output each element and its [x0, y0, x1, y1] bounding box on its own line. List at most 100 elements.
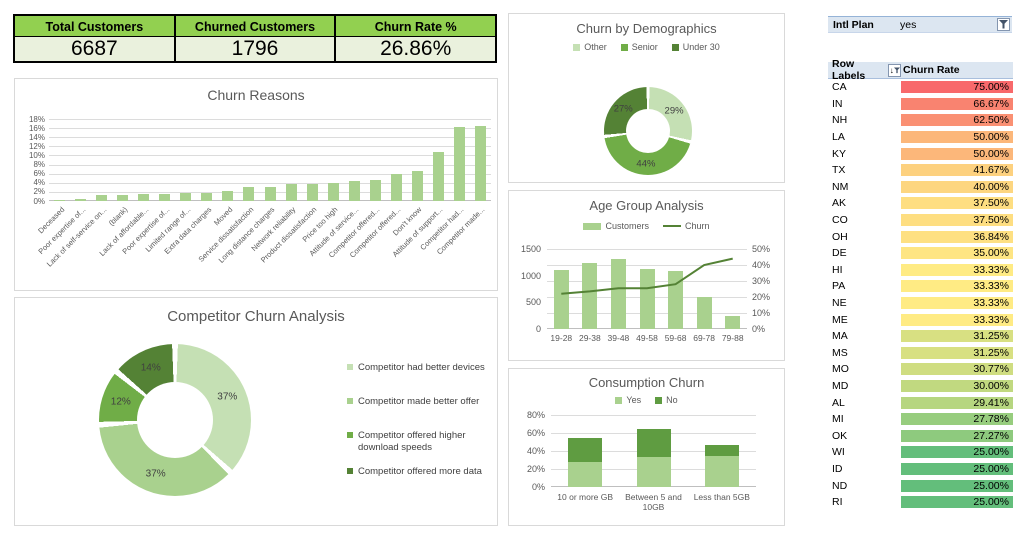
stacked-bar-segment: [636, 428, 671, 458]
table-row: MI 27.78%: [828, 411, 1013, 428]
churn-rate-cell: 30.77%: [901, 363, 1013, 376]
bar: [453, 127, 465, 201]
legend-swatch: [655, 396, 663, 404]
bar: [243, 187, 255, 201]
legend-label: Yes: [626, 395, 642, 405]
churn-rate-cell: 37.50%: [901, 197, 1013, 210]
churn-rate-cell: 25.00%: [901, 462, 1013, 475]
churn-rate-cell: 50.00%: [901, 131, 1013, 144]
kpi-label: Churned Customers: [175, 16, 335, 37]
table-row: OK 27.27%: [828, 427, 1013, 444]
legend-label: No: [666, 395, 678, 405]
churn-rate-cell: 40.00%: [901, 180, 1013, 193]
bar: [582, 262, 598, 329]
gridline: [49, 164, 491, 166]
y-axis-tick: 6%: [33, 169, 45, 179]
bar: [75, 199, 87, 201]
pivot-col-churn-rate: Churn Rate: [903, 64, 960, 76]
churn-rate-cell: 25.00%: [901, 496, 1013, 509]
state-cell: PA: [832, 280, 846, 293]
state-cell: MO: [832, 363, 849, 376]
table-row: DE 35.00%: [828, 245, 1013, 262]
legend-item: Yes: [615, 395, 641, 405]
state-cell: OK: [832, 429, 848, 442]
gridline: [49, 137, 491, 139]
bar: [369, 179, 381, 201]
legend-label: Competitor had better devices: [358, 362, 485, 373]
table-row: CO 37.50%: [828, 212, 1013, 229]
consumption-churn-chart: Consumption Churn Yes No 0% 20% 40% 60% 80% 10 …: [508, 368, 785, 526]
filter-funnel-icon[interactable]: [997, 18, 1010, 31]
y-axis-tick-left: 500: [525, 297, 541, 308]
churn-rate-cell: 41.67%: [901, 164, 1013, 177]
y-axis-tick-left: 1000: [520, 270, 541, 281]
data-label: 27%: [613, 103, 633, 115]
bar: [117, 195, 129, 201]
state-cell: CO: [832, 214, 848, 227]
churn-rate-cell: 25.00%: [901, 479, 1013, 492]
x-axis-label: 79-88: [721, 333, 744, 343]
bar: [610, 258, 626, 329]
table-row: NM 40.00%: [828, 179, 1013, 196]
table-row: ND 25.00%: [828, 477, 1013, 494]
table-row: HI 33.33%: [828, 262, 1013, 279]
churn-rate-cell: 75.00%: [901, 81, 1013, 94]
y-axis-tick: 80%: [526, 410, 545, 420]
plot-area: [551, 415, 756, 487]
bar: [264, 187, 276, 201]
y-axis-tick: 12%: [28, 141, 45, 151]
chart-title: Age Group Analysis: [589, 198, 704, 213]
legend-bar-swatch: [583, 222, 602, 230]
bar: [180, 192, 192, 201]
state-cell: WI: [832, 446, 845, 459]
legend-item: Competitor had better devices: [347, 362, 497, 374]
legend-item: No: [655, 395, 678, 405]
table-row: MA 31.25%: [828, 328, 1013, 345]
bar: [96, 195, 108, 201]
state-cell: MS: [832, 346, 848, 359]
bar: [390, 174, 402, 201]
table-row: WI 25.00%: [828, 444, 1013, 461]
legend: Yes No: [509, 395, 784, 405]
legend-label: Senior: [631, 42, 658, 52]
legend-item: Other: [573, 42, 607, 52]
y-axis-tick: 16%: [28, 123, 45, 133]
legend-label: Under 30: [682, 42, 720, 52]
kpi-total-customers: Total Customers 6687: [15, 16, 176, 61]
slicer-label: Intl Plan: [833, 18, 874, 31]
intl-plan-slicer[interactable]: Intl Plan yes: [828, 16, 1012, 33]
churn-rate-cell: 31.25%: [901, 346, 1013, 359]
y-axis-tick: 0%: [531, 482, 545, 492]
y-axis-tick-right: 50%: [752, 244, 771, 254]
bar: [639, 268, 655, 329]
table-row: AK 37.50%: [828, 195, 1013, 212]
y-axis-tick: 60%: [526, 428, 545, 438]
bar: [159, 194, 171, 201]
churn-reasons-chart: Churn Reasons 0% 2% 4% 6% 8% 10% 12% 14% 16% 18% D…: [14, 78, 498, 291]
legend-item: Churn: [663, 221, 710, 231]
churn-rate-cell: 33.33%: [901, 263, 1013, 276]
kpi-label: Total Customers: [15, 16, 174, 37]
table-row: RI 25.00%: [828, 494, 1013, 511]
bar: [696, 296, 712, 329]
stacked-bar-segment: [636, 457, 671, 487]
table-row: ME 33.33%: [828, 311, 1013, 328]
y-axis-tick-right: 10%: [752, 308, 771, 318]
state-cell: RI: [832, 496, 843, 509]
legend-swatch: [347, 468, 353, 474]
churn-rate-cell: 37.50%: [901, 214, 1013, 227]
sort-filter-icon[interactable]: ↓: [888, 63, 901, 77]
table-row: AL 29.41%: [828, 394, 1013, 411]
gridline: [49, 119, 491, 120]
legend-swatch: [615, 396, 623, 404]
competitor-churn-chart: Competitor Churn Analysis 37% 37% 12% 14% Co…: [14, 297, 498, 526]
legend-item: Under 30: [671, 42, 720, 52]
chart-title: Consumption Churn: [588, 375, 705, 390]
bar: [725, 316, 741, 329]
slicer-value: yes: [900, 18, 917, 31]
churn-rate-by-state-pivot: Row Labels ↓ Churn Rate CA 75.00% IN 66.67%…: [828, 58, 1013, 511]
table-row: KY 50.00%: [828, 145, 1013, 162]
churn-line-series: [561, 257, 733, 295]
y-axis-tick: 40%: [526, 446, 545, 456]
pivot-col-row-labels: Row Labels: [832, 58, 866, 82]
